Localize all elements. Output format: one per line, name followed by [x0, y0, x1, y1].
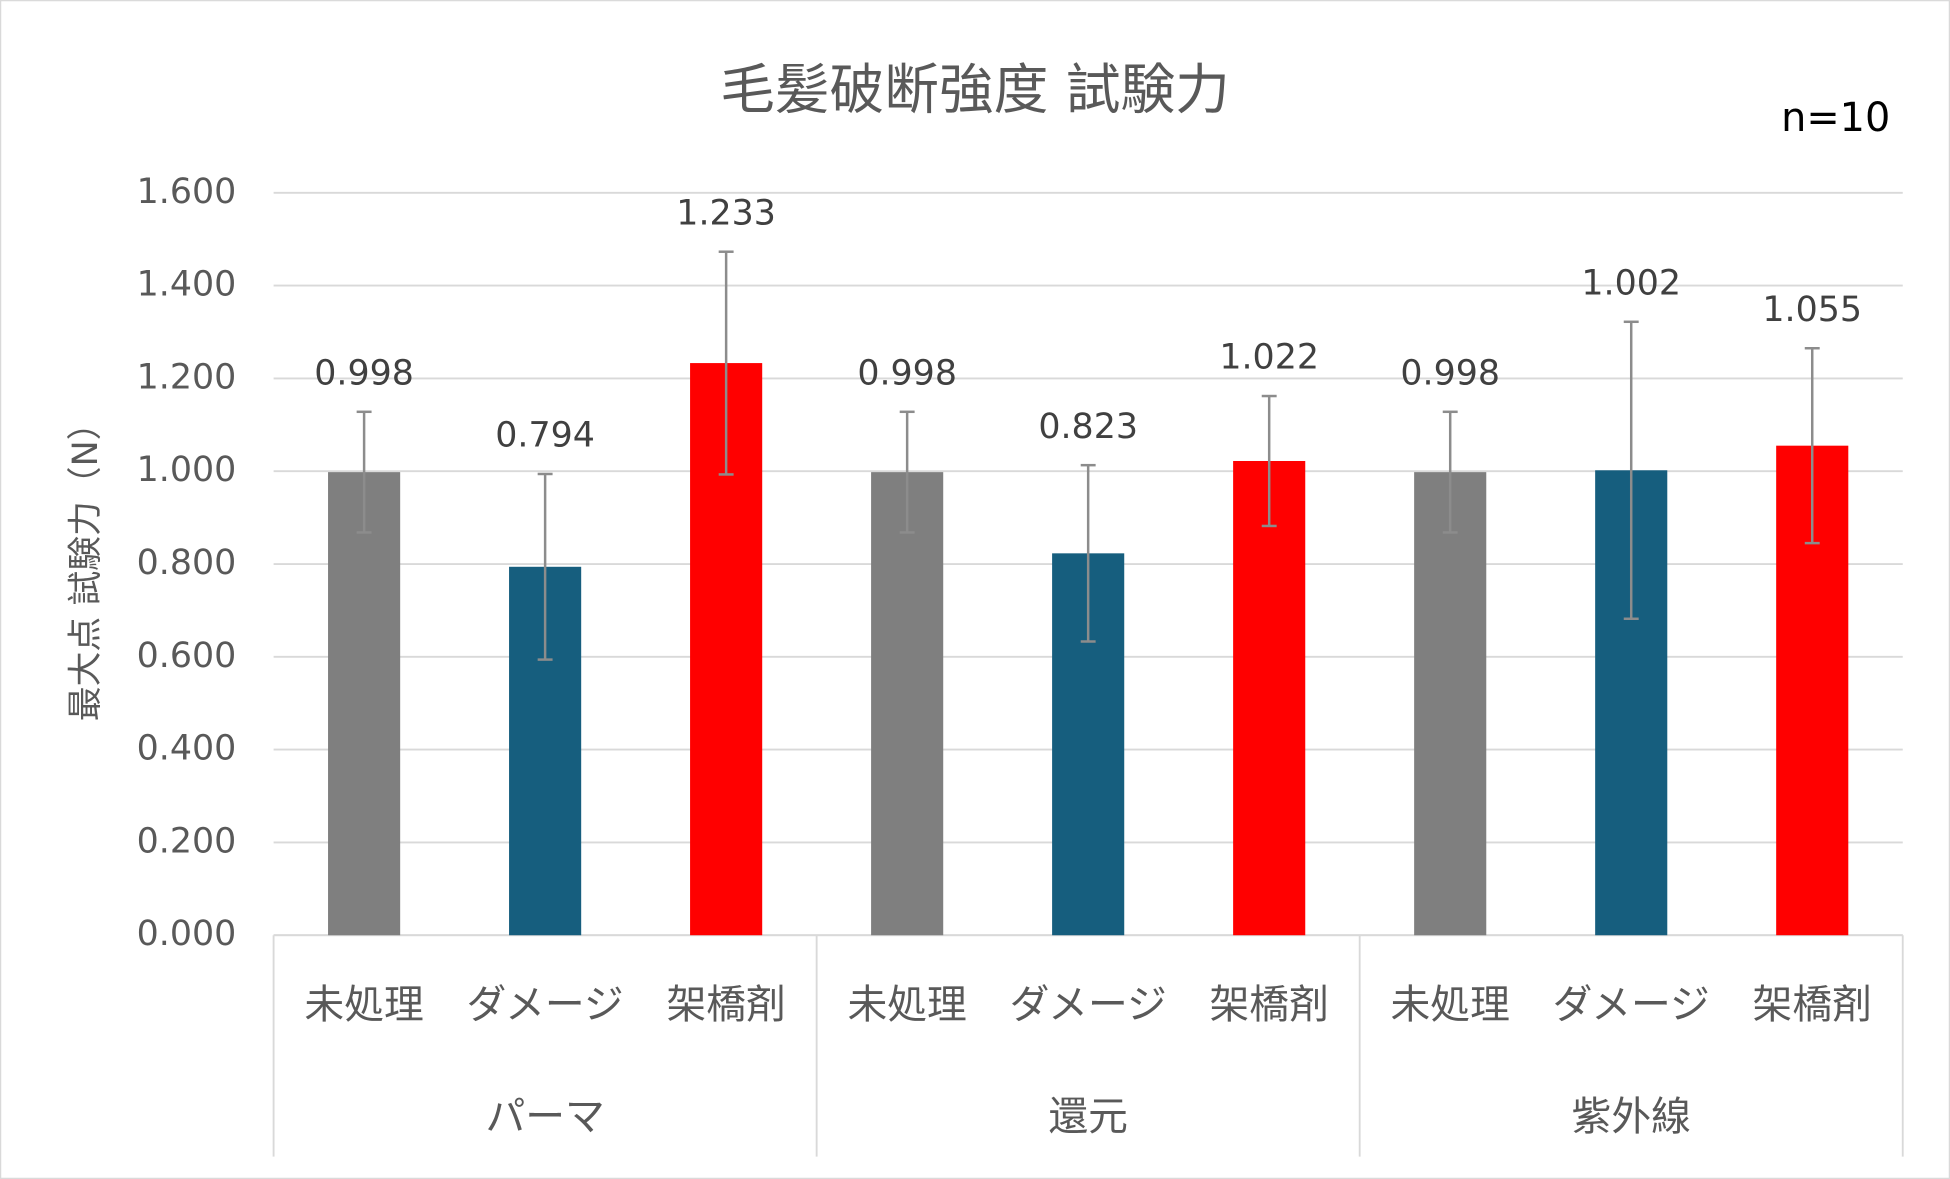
data-label: 1.002	[1581, 263, 1681, 303]
bar	[328, 472, 401, 936]
y-tick-label: 0.800	[137, 543, 237, 583]
group-label: 紫外線	[1572, 1094, 1691, 1140]
y-axis-title: 最大点 試験力（N）	[66, 406, 106, 722]
data-label: 0.998	[857, 353, 957, 393]
annotation: n=10	[1781, 95, 1890, 141]
bar	[1233, 460, 1306, 936]
data-label: 0.998	[314, 353, 414, 393]
y-tick-label: 0.200	[137, 821, 237, 861]
x-tick-label: 架橋剤	[1210, 982, 1329, 1028]
group-label: 還元	[1048, 1094, 1128, 1140]
group-label: パーマ	[485, 1094, 604, 1140]
data-label: 1.055	[1762, 290, 1862, 330]
y-tick-label: 1.600	[137, 172, 237, 212]
x-tick-label: 架橋剤	[1753, 982, 1872, 1028]
y-tick-label: 0.600	[137, 636, 237, 676]
data-label: 0.998	[1400, 353, 1500, 393]
data-label: 1.022	[1219, 338, 1319, 378]
bar	[871, 472, 944, 936]
bar	[1414, 472, 1487, 936]
data-label: 1.233	[676, 193, 776, 233]
data-label: 0.823	[1038, 407, 1138, 447]
y-tick-label: 0.400	[137, 729, 237, 769]
x-tick-label: 未処理	[304, 982, 423, 1028]
x-tick-label: ダメージ	[1553, 982, 1710, 1028]
y-tick-label: 1.200	[137, 357, 237, 397]
x-tick-label: 架橋剤	[666, 982, 785, 1028]
x-tick-label: ダメージ	[1010, 982, 1167, 1028]
x-tick-label: 未処理	[1391, 982, 1510, 1028]
chart-title: 毛髪破断強度 試験力	[720, 57, 1230, 121]
y-tick-label: 0.000	[137, 914, 237, 954]
x-tick-label: 未処理	[847, 982, 966, 1028]
y-tick-label: 1.400	[137, 265, 237, 305]
x-tick-label: ダメージ	[467, 982, 624, 1028]
y-tick-label: 1.000	[137, 450, 237, 490]
data-label: 0.794	[495, 416, 595, 456]
